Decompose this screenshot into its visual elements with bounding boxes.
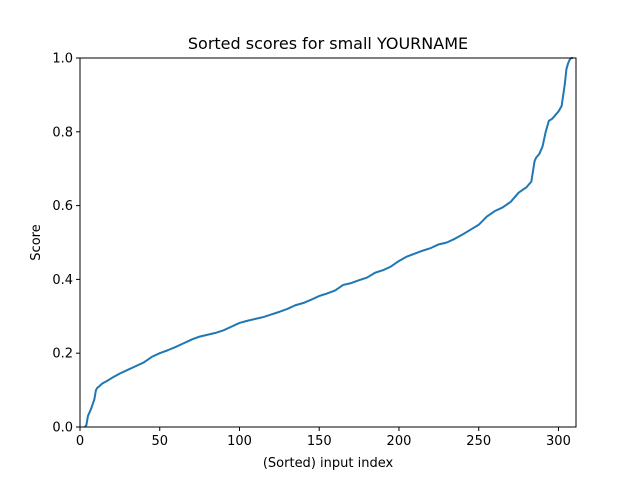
x-axis-label: (Sorted) input index <box>263 456 394 471</box>
y-tick-label: 0.0 <box>52 421 73 436</box>
y-tick-label: 0.8 <box>52 125 73 140</box>
x-axis: 0 50 100 150 200 250 300 <box>76 427 571 449</box>
x-tick-label: 250 <box>466 434 491 449</box>
x-tick-label: 150 <box>307 434 332 449</box>
plot-area <box>84 57 573 428</box>
y-tick-label: 1.0 <box>52 52 73 67</box>
x-tick-label: 0 <box>76 434 84 449</box>
series-line-0 <box>84 57 573 428</box>
y-tick-label: 0.4 <box>52 273 73 288</box>
y-tick-label: 0.6 <box>52 199 73 214</box>
x-tick-label: 100 <box>227 434 252 449</box>
y-tick-label: 0.2 <box>52 347 73 362</box>
x-tick-label: 50 <box>151 434 168 449</box>
y-axis-label: Score <box>29 224 44 260</box>
chart-title: Sorted scores for small YOURNAME <box>188 34 468 53</box>
x-tick-label: 300 <box>546 434 571 449</box>
x-tick-label: 200 <box>387 434 412 449</box>
plot-frame <box>79 57 577 428</box>
y-axis: 0.0 0.2 0.4 0.6 0.8 1.0 <box>52 52 80 436</box>
